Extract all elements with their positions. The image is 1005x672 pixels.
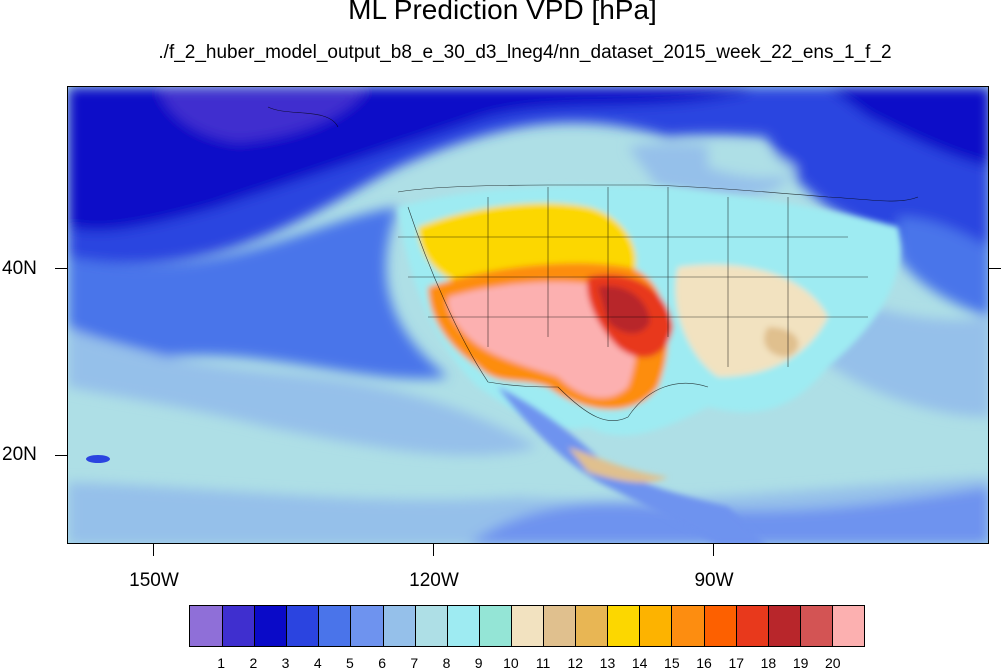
colorbar-swatch [350,606,383,646]
tick-150w [153,544,154,556]
colorbar-swatch [703,606,736,646]
colorbar-swatch [607,606,640,646]
vpd-field [68,87,988,543]
colorbar-swatch [382,606,415,646]
lon-label-150w: 150W [129,570,179,591]
colorbar-label: 1 [217,655,226,671]
colorbar-label: 17 [728,655,745,671]
colorbar-label: 2 [249,655,258,671]
colorbar-label: 4 [313,655,322,671]
colorbar [189,605,865,647]
colorbar-label: 18 [760,655,777,671]
colorbar-swatch [190,606,223,646]
colorbar-label: 8 [442,655,451,671]
colorbar-swatch [222,606,255,646]
colorbar-label: 13 [599,655,616,671]
colorbar-label: 15 [664,655,680,671]
colorbar-swatch [543,606,576,646]
colorbar-label: 7 [410,655,419,671]
colorbar-label: 3 [281,655,290,671]
lat-label-40n: 40N [2,258,37,279]
colorbar-swatch [414,606,447,646]
colorbar-swatch [735,606,768,646]
colorbar-swatch [318,606,351,646]
colorbar-swatch [671,606,704,646]
tick-20n [55,455,67,456]
colorbar-label: 16 [696,655,712,671]
tick-40n-right [989,268,1001,269]
colorbar-label: 6 [378,655,387,671]
tick-40n [55,268,67,269]
colorbar-label: 12 [567,655,584,671]
map-title: ML Prediction VPD [hPa] [348,0,657,25]
colorbar-swatch [639,606,672,646]
hawaii-icon [86,455,110,463]
colorbar-swatch [510,606,544,646]
colorbar-label: 19 [792,655,809,671]
colorbar-label: 9 [474,655,483,671]
lon-label-90w: 90W [694,570,734,591]
colorbar-label: 5 [346,655,354,671]
lon-label-120w: 120W [409,570,459,591]
colorbar-swatch [286,606,319,646]
colorbar-swatch [831,606,864,646]
colorbar-swatch [254,606,287,646]
boundaries [267,106,919,421]
tick-90w [713,544,714,556]
lat-label-20n: 20N [2,444,37,465]
colorbar-swatch [767,606,800,646]
colorbar-swatch [799,606,832,646]
colorbar-label: 10 [503,655,519,671]
colorbar-label: 11 [535,655,551,671]
colorbar-label: 20 [825,655,841,671]
colorbar-swatch [575,606,608,646]
colorbar-label: 14 [631,655,648,671]
colorbar-swatch [446,606,479,646]
colorbar-swatch [478,606,511,646]
tick-120w [433,544,434,556]
map-subtitle: ./f_2_huber_model_output_b8_e_30_d3_lneg… [158,42,892,63]
vpd-map [67,86,989,544]
